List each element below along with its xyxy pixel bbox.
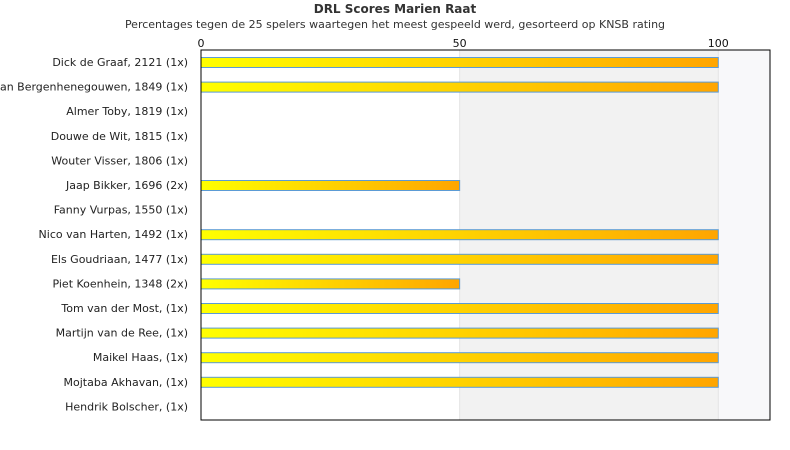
category-label: Marcel van Bergenhenegouwen, 1849 (1x)	[0, 81, 188, 94]
x-tick-label: 0	[198, 37, 205, 50]
bar	[200, 229, 719, 241]
bar	[200, 278, 461, 290]
bar	[200, 303, 719, 314]
plot-frame	[200, 49, 771, 421]
bar	[200, 57, 719, 68]
category-label: Martijn van de Ree, (1x)	[56, 327, 188, 340]
bar	[200, 352, 719, 364]
category-label: Wouter Visser, 1806 (1x)	[51, 154, 188, 167]
category-label: Mojtaba Akhavan, (1x)	[64, 376, 188, 389]
bar	[200, 327, 719, 339]
category-label: Tom van der Most, (1x)	[60, 302, 188, 315]
background-band	[718, 50, 770, 420]
chart-subtitle: Percentages tegen de 25 spelers waartege…	[124, 18, 666, 31]
category-label: Jaap Bikker, 1696 (2x)	[65, 179, 188, 192]
category-label: Fanny Vurpas, 1550 (1x)	[54, 204, 188, 217]
bar	[200, 81, 719, 93]
category-label: Douwe de Wit, 1815 (1x)	[51, 130, 188, 143]
category-label: Maikel Haas, (1x)	[93, 351, 188, 364]
category-label: Els Goudriaan, 1477 (1x)	[51, 253, 188, 266]
category-label: Piet Koenhein, 1348 (2x)	[52, 277, 188, 290]
category-label: Nico van Harten, 1492 (1x)	[39, 228, 188, 241]
chart-title: DRL Scores Marien Raat	[313, 2, 477, 16]
category-label: Hendrik Bolscher, (1x)	[65, 400, 188, 413]
bar	[200, 180, 461, 191]
bar	[200, 376, 719, 388]
category-label: Dick de Graaf, 2121 (1x)	[52, 56, 188, 69]
x-tick-label: 100	[708, 37, 729, 50]
x-tick-label: 50	[453, 37, 467, 50]
bar	[200, 253, 719, 265]
category-label: Almer Toby, 1819 (1x)	[66, 105, 188, 118]
